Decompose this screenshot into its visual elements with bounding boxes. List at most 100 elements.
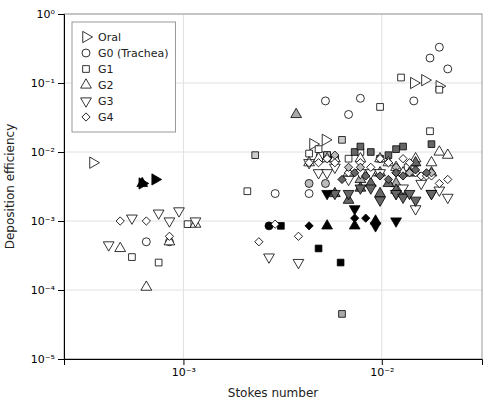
- series: [142, 43, 451, 246]
- x-axis: 10⁻³10⁻²: [65, 359, 483, 379]
- point: [291, 108, 302, 117]
- point: [164, 218, 175, 227]
- point: [405, 159, 413, 167]
- point: [436, 86, 443, 93]
- point: [103, 242, 114, 251]
- point: [142, 238, 150, 246]
- point: [244, 188, 251, 195]
- tick: 10⁻¹: [31, 77, 64, 90]
- legend-symbol: [82, 113, 90, 121]
- tick-mark: [58, 83, 64, 84]
- point: [127, 215, 138, 224]
- point: [345, 155, 352, 162]
- point: [398, 74, 405, 81]
- point: [384, 175, 392, 183]
- point: [305, 190, 313, 198]
- y-axis: 10⁻⁵ 10⁻⁴ 10⁻³ 10⁻² 10⁻¹ 10⁰: [31, 8, 65, 366]
- point: [322, 220, 333, 229]
- point: [338, 175, 346, 183]
- series: [339, 311, 346, 318]
- point: [321, 97, 329, 105]
- series: [322, 190, 402, 232]
- series: [331, 151, 436, 177]
- tick-mark: [58, 359, 64, 360]
- series: [332, 141, 435, 166]
- point: [426, 54, 434, 62]
- legend-label: G1: [98, 63, 114, 76]
- axis-line: [65, 360, 483, 366]
- point: [305, 179, 313, 187]
- point: [370, 223, 381, 232]
- point: [426, 156, 437, 165]
- point: [362, 172, 370, 180]
- point: [90, 157, 100, 168]
- grid: [64, 14, 482, 359]
- series: [305, 214, 370, 230]
- point: [375, 197, 386, 206]
- series: [305, 179, 329, 187]
- point: [411, 166, 419, 174]
- point: [314, 159, 322, 167]
- point: [184, 221, 191, 228]
- legend-label: G2: [98, 79, 114, 92]
- point: [444, 65, 452, 73]
- series: [116, 155, 452, 246]
- legend-box: [72, 22, 176, 132]
- point: [305, 222, 313, 230]
- point: [416, 180, 427, 189]
- point: [355, 185, 366, 194]
- point: [343, 190, 354, 199]
- point: [393, 146, 400, 153]
- legend-symbol: [81, 98, 92, 107]
- tick: 10⁰: [37, 8, 64, 21]
- grid-line: [183, 14, 184, 359]
- tick-label: 10⁻²: [31, 146, 55, 159]
- point: [252, 152, 259, 159]
- plot-area: 10⁻³10⁻²10⁻⁵10⁻⁴10⁻³10⁻²10⁻¹10⁰Stokes nu…: [3, 8, 483, 400]
- tick: 10⁻²: [31, 146, 64, 159]
- point: [337, 259, 344, 266]
- point: [322, 170, 333, 179]
- tick-mark: [183, 359, 184, 365]
- point: [376, 172, 384, 180]
- point: [376, 155, 384, 163]
- point: [293, 259, 304, 268]
- tick: 10⁻⁴: [31, 284, 64, 297]
- plot-frame: [64, 14, 482, 359]
- tick-label: 10⁻²: [370, 366, 394, 379]
- point: [422, 169, 430, 177]
- point: [155, 259, 162, 266]
- point: [345, 110, 353, 118]
- point: [351, 169, 359, 177]
- point: [137, 177, 148, 186]
- legend: OralG0 (Trachea)G1G2G3G4: [72, 22, 176, 132]
- point: [190, 218, 201, 227]
- tick: 10⁻⁵: [31, 353, 64, 366]
- x-axis-title: Stokes number: [228, 386, 319, 400]
- point: [141, 281, 152, 290]
- point: [442, 194, 453, 203]
- point: [271, 220, 279, 228]
- point: [271, 190, 279, 198]
- tick-mark: [58, 152, 64, 153]
- point: [174, 208, 185, 217]
- point: [442, 149, 453, 158]
- series: [252, 136, 346, 158]
- axis-line: [58, 15, 65, 360]
- tick: 10⁻²: [370, 359, 394, 379]
- point: [367, 163, 375, 171]
- legend-symbol: [82, 49, 90, 57]
- point: [294, 232, 302, 240]
- grid-line: [64, 221, 482, 222]
- point: [422, 75, 432, 86]
- tick-mark: [58, 221, 64, 222]
- series: [338, 166, 431, 184]
- point: [435, 43, 443, 51]
- series: [278, 223, 344, 266]
- tick-label: 10⁻³: [31, 215, 55, 228]
- point: [399, 172, 407, 180]
- point: [410, 197, 421, 206]
- legend-label: G0 (Trachea): [98, 47, 169, 60]
- point: [410, 97, 418, 105]
- point: [426, 190, 437, 199]
